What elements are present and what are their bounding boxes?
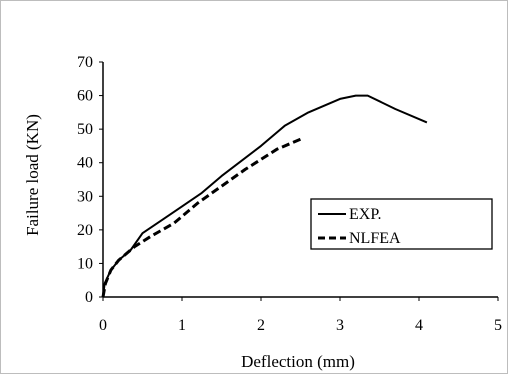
- y-tick-label: 30: [77, 188, 93, 205]
- y-tick-label: 60: [77, 88, 93, 105]
- x-tick-label: 1: [178, 317, 186, 334]
- y-axis-label: Failure load (KN): [23, 114, 42, 236]
- y-tick-label: 0: [85, 289, 93, 306]
- y-tick-label: 50: [77, 121, 93, 138]
- legend-label-nlfea: NLFEA: [349, 230, 401, 247]
- y-tick-label: 20: [77, 222, 93, 239]
- legend: EXP. NLFEA: [310, 198, 493, 250]
- series-line-nlfea: [101, 137, 302, 298]
- y-tick-label: 10: [77, 255, 93, 272]
- y-axis-ticks: 0 10 20 30 40 50 60 70: [77, 54, 103, 306]
- x-axis-label: Deflection (mm): [241, 352, 355, 371]
- legend-label-exp: EXP.: [349, 206, 381, 223]
- y-tick-label: 70: [77, 54, 93, 71]
- x-tick-label: 0: [99, 317, 107, 334]
- legend-box: [310, 198, 493, 250]
- y-tick-label: 40: [77, 155, 93, 172]
- x-tick-label: 2: [257, 317, 265, 334]
- x-tick-label: 5: [494, 317, 502, 334]
- x-tick-label: 4: [415, 317, 423, 334]
- series-group: [101, 94, 428, 298]
- x-tick-label: 3: [336, 317, 344, 334]
